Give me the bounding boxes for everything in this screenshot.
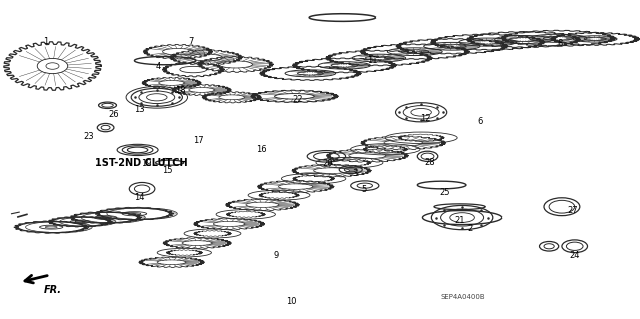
Text: 7: 7	[188, 37, 193, 46]
Text: 14: 14	[134, 193, 145, 202]
Text: 28: 28	[425, 158, 435, 167]
Text: 1: 1	[44, 37, 49, 46]
Text: 23: 23	[83, 132, 93, 141]
Text: 6: 6	[477, 117, 483, 126]
Text: 26: 26	[109, 110, 119, 119]
Text: FR.: FR.	[44, 285, 61, 294]
Text: 2: 2	[468, 224, 473, 233]
Text: 5: 5	[361, 185, 366, 194]
Text: SEP4A0400B: SEP4A0400B	[440, 294, 485, 300]
Text: 13: 13	[134, 105, 145, 114]
Text: 12: 12	[420, 114, 431, 122]
Text: 4: 4	[156, 63, 161, 71]
Text: 21: 21	[454, 216, 465, 225]
Text: 15: 15	[163, 166, 173, 175]
Text: 1ST-2ND CLUTCH: 1ST-2ND CLUTCH	[95, 158, 188, 168]
Text: 27: 27	[568, 206, 578, 215]
Text: 9: 9	[274, 251, 279, 260]
Text: 8: 8	[557, 39, 563, 48]
Text: 25: 25	[440, 189, 450, 197]
Text: 16: 16	[256, 145, 266, 154]
Text: 10: 10	[286, 297, 296, 306]
Text: 3: 3	[353, 169, 358, 178]
Text: 18: 18	[175, 86, 186, 95]
Text: 20: 20	[323, 159, 333, 168]
Text: 11: 11	[367, 56, 378, 65]
Text: 17: 17	[193, 136, 204, 145]
Text: 19: 19	[141, 159, 151, 168]
Text: 22: 22	[292, 95, 303, 104]
Text: 24: 24	[570, 251, 580, 260]
